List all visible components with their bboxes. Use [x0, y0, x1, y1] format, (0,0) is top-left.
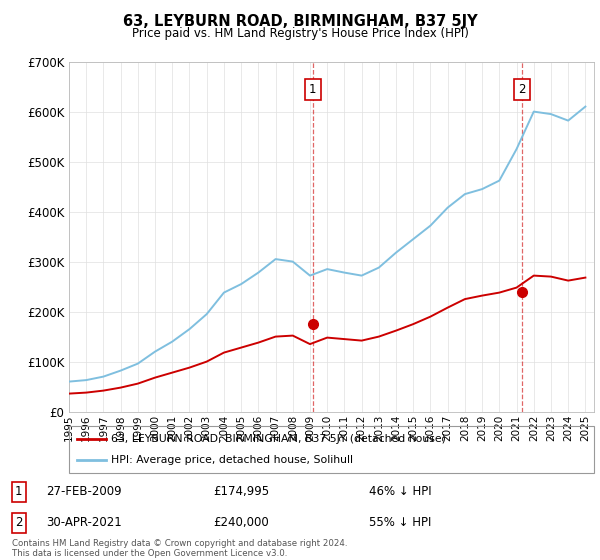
Text: HPI: Average price, detached house, Solihull: HPI: Average price, detached house, Soli… — [111, 455, 353, 465]
Text: Price paid vs. HM Land Registry's House Price Index (HPI): Price paid vs. HM Land Registry's House … — [131, 27, 469, 40]
Text: 1: 1 — [309, 83, 316, 96]
Text: 63, LEYBURN ROAD, BIRMINGHAM, B37 5JY (detached house): 63, LEYBURN ROAD, BIRMINGHAM, B37 5JY (d… — [111, 434, 446, 444]
Text: Contains HM Land Registry data © Crown copyright and database right 2024.
This d: Contains HM Land Registry data © Crown c… — [12, 539, 347, 558]
Text: 30-APR-2021: 30-APR-2021 — [47, 516, 122, 529]
Text: 1: 1 — [15, 485, 23, 498]
Text: 55% ↓ HPI: 55% ↓ HPI — [369, 516, 431, 529]
Text: 27-FEB-2009: 27-FEB-2009 — [47, 485, 122, 498]
Text: 2: 2 — [518, 83, 526, 96]
Text: 2: 2 — [15, 516, 23, 529]
Text: 46% ↓ HPI: 46% ↓ HPI — [369, 485, 432, 498]
Text: £174,995: £174,995 — [214, 485, 270, 498]
Text: £240,000: £240,000 — [214, 516, 269, 529]
Text: 63, LEYBURN ROAD, BIRMINGHAM, B37 5JY: 63, LEYBURN ROAD, BIRMINGHAM, B37 5JY — [122, 14, 478, 29]
